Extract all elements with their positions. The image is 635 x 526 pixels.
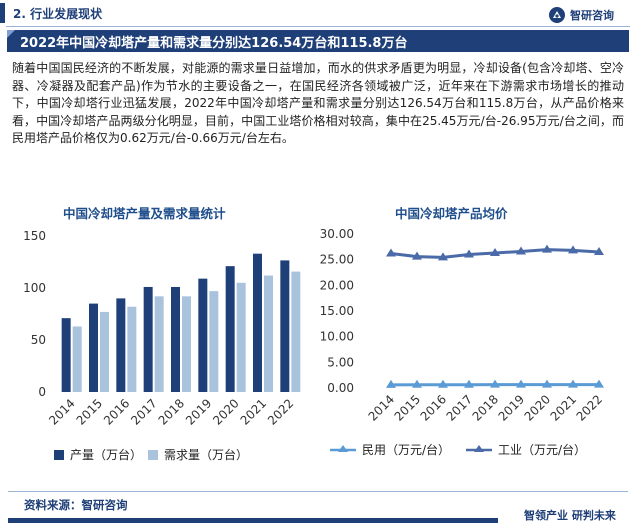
demand-bar — [72, 326, 82, 392]
legend-item-civil: 民用（万元/台） — [330, 441, 450, 458]
brand-logo-icon — [549, 7, 565, 23]
legend-swatch-production — [54, 449, 64, 460]
data-source: 资料来源：智研咨询 — [24, 498, 128, 512]
footer-divider — [8, 491, 628, 492]
x-tick-label: 2016 — [101, 396, 132, 427]
legend-marker-industrial — [466, 444, 492, 452]
y-tick-label: 0 — [38, 385, 46, 399]
average-price-line-chart: 0.005.0010.0015.0020.0025.0030.002014201… — [320, 227, 605, 424]
x-tick-label: 2022 — [265, 396, 296, 427]
production-bar — [61, 318, 71, 392]
demand-bar — [127, 306, 137, 392]
production-bar — [116, 298, 126, 392]
demand-bar — [182, 296, 191, 392]
civil-price-point — [568, 379, 578, 388]
y-tick-label: 25.00 — [320, 253, 354, 267]
brand-logo-text: 智研咨询 — [570, 9, 614, 22]
x-tick-label: 2017 — [128, 396, 159, 427]
production-bar — [225, 266, 235, 392]
legend-label-industrial: 工业（万元/台） — [498, 443, 587, 457]
demand-bar — [154, 296, 164, 392]
x-tick-label: 2018 — [470, 392, 501, 423]
x-tick-label: 2015 — [74, 396, 105, 427]
legend-marker-civil — [330, 444, 356, 452]
x-tick-label: 2016 — [418, 392, 449, 423]
x-tick-label: 2014 — [366, 392, 397, 423]
production-bar — [253, 253, 262, 392]
y-tick-label: 20.00 — [320, 278, 354, 292]
legend-swatch-demand — [148, 449, 158, 460]
x-tick-label: 2020 — [522, 392, 553, 423]
x-tick-label: 2015 — [392, 392, 423, 423]
production-bar — [198, 278, 208, 392]
section-title: 2. 行业发展现状 — [13, 7, 103, 21]
body-paragraph: 随着中国国民经济的不断发展，对能源的需求量日益增加，而水的供求矛盾更为明显，冷却… — [12, 61, 624, 146]
civil-price-point — [412, 379, 422, 388]
demand-bar — [209, 291, 219, 392]
chart-title-production-demand: 中国冷却塔产量及需求量统计 — [63, 206, 226, 221]
legend-label-production: 产量（万台） — [70, 448, 143, 462]
y-tick-label: 10.00 — [320, 330, 354, 344]
y-tick-label: 5.00 — [327, 355, 354, 369]
legend-item-industrial: 工业（万元/台） — [466, 441, 586, 458]
industrial-price-point — [438, 252, 448, 261]
x-tick-label: 2019 — [496, 392, 527, 423]
demand-bar — [291, 271, 301, 392]
x-tick-label: 2014 — [46, 396, 77, 427]
x-tick-label: 2022 — [574, 392, 605, 423]
civil-price-point — [490, 379, 500, 388]
industrial-price-point — [412, 251, 422, 260]
y-tick-label: 150 — [23, 229, 46, 243]
production-bar — [143, 286, 153, 392]
civil-price-point — [542, 379, 552, 388]
legend-label-civil: 民用（万元/台） — [362, 443, 451, 457]
industrial-price-point — [594, 246, 604, 255]
production-bar — [171, 286, 180, 392]
y-tick-label: 100 — [23, 281, 46, 295]
industrial-price-point — [542, 244, 552, 253]
y-tick-label: 15.00 — [320, 304, 354, 318]
footer-tagline: 智领产业 研判未来 — [524, 509, 616, 522]
production-bar — [89, 303, 98, 392]
legend-item-demand: 需求量（万台） — [148, 446, 248, 463]
x-tick-label: 2021 — [238, 396, 269, 427]
legend-item-production: 产量（万台） — [54, 446, 142, 463]
demand-bar — [100, 311, 109, 392]
chart-title-average-price: 中国冷却塔产品均价 — [395, 206, 508, 221]
civil-price-point — [594, 379, 604, 388]
x-tick-label: 2017 — [444, 392, 475, 423]
legend-label-demand: 需求量（万台） — [164, 448, 249, 462]
header-divider — [6, 26, 630, 27]
title-banner — [7, 30, 629, 52]
production-bar — [280, 260, 290, 392]
civil-price-point — [464, 379, 474, 388]
industrial-price-point — [568, 245, 578, 254]
page-title: 2022年中国冷却塔产量和需求量分别达126.54万台和115.8万台 — [20, 36, 408, 51]
footer-bar — [8, 518, 498, 523]
x-tick-label: 2021 — [548, 392, 579, 423]
banner-corner-accent — [7, 30, 15, 38]
civil-price-point — [438, 379, 448, 388]
x-tick-label: 2019 — [183, 396, 214, 427]
civil-price-point — [516, 379, 526, 388]
industrial-price-point — [516, 246, 526, 255]
y-tick-label: 50 — [31, 333, 46, 347]
demand-bar — [264, 275, 273, 392]
industrial-price-point — [464, 249, 474, 258]
y-tick-label: 30.00 — [320, 227, 354, 241]
brand-logo: 智研咨询 — [548, 6, 614, 24]
industrial-price-point — [490, 247, 500, 256]
demand-bar — [236, 282, 246, 392]
production-demand-bar-chart: 0501001502014201520162017201820192020202… — [23, 229, 301, 428]
industrial-price-point — [386, 248, 396, 257]
civil-price-point — [386, 379, 396, 388]
x-tick-label: 2020 — [210, 396, 241, 427]
y-tick-label: 0.00 — [327, 381, 354, 395]
header-accent-bar — [0, 3, 5, 23]
x-tick-label: 2018 — [156, 396, 187, 427]
